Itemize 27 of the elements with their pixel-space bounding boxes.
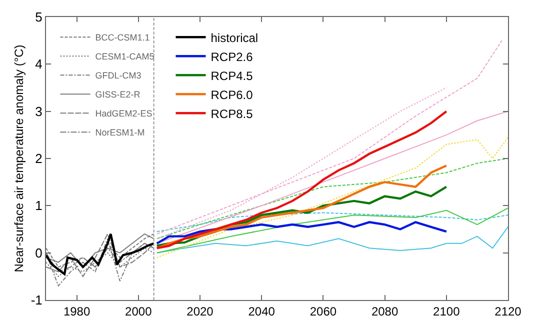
legend-label: RCP4.5	[210, 68, 254, 83]
y-tick-label: 5	[35, 10, 42, 25]
y-axis-title: Near-surface air temperature anomaly (°C)	[12, 44, 26, 272]
y-tick-label: 2	[35, 151, 42, 166]
legend-label: CESM1-CAM5	[95, 52, 154, 62]
legend-label: BCC-CSM1.1	[95, 32, 150, 43]
x-tick-label: 2040	[248, 304, 276, 318]
legend-label: HadGEM2-ES	[95, 108, 152, 119]
y-tick-label: 1	[35, 198, 42, 214]
legend-label: NorESM1-M	[95, 128, 145, 138]
x-tick-label: 2100	[433, 304, 460, 318]
legend-label: RCP6.0	[210, 88, 254, 102]
legend-label: historical	[210, 30, 258, 45]
x-tick-label: 1980	[63, 304, 90, 318]
y-tick-label: 0	[35, 245, 42, 260]
x-tick-label: 2060	[310, 304, 337, 318]
legend-label: GFDL-CM3	[95, 70, 142, 81]
y-tick-label: -1	[30, 292, 42, 308]
x-tick-label: 2080	[371, 304, 398, 318]
legend-label: RCP8.5	[210, 106, 254, 121]
x-tick-label: 2120	[494, 304, 522, 318]
x-tick-label: 2000	[125, 304, 152, 318]
legend-label: GISS-E2-R	[95, 90, 141, 100]
legend-label: RCP2.6	[210, 50, 254, 64]
y-tick-label: 4	[35, 56, 42, 72]
y-tick-label: 3	[35, 104, 42, 119]
x-tick-label: 2020	[186, 304, 214, 318]
